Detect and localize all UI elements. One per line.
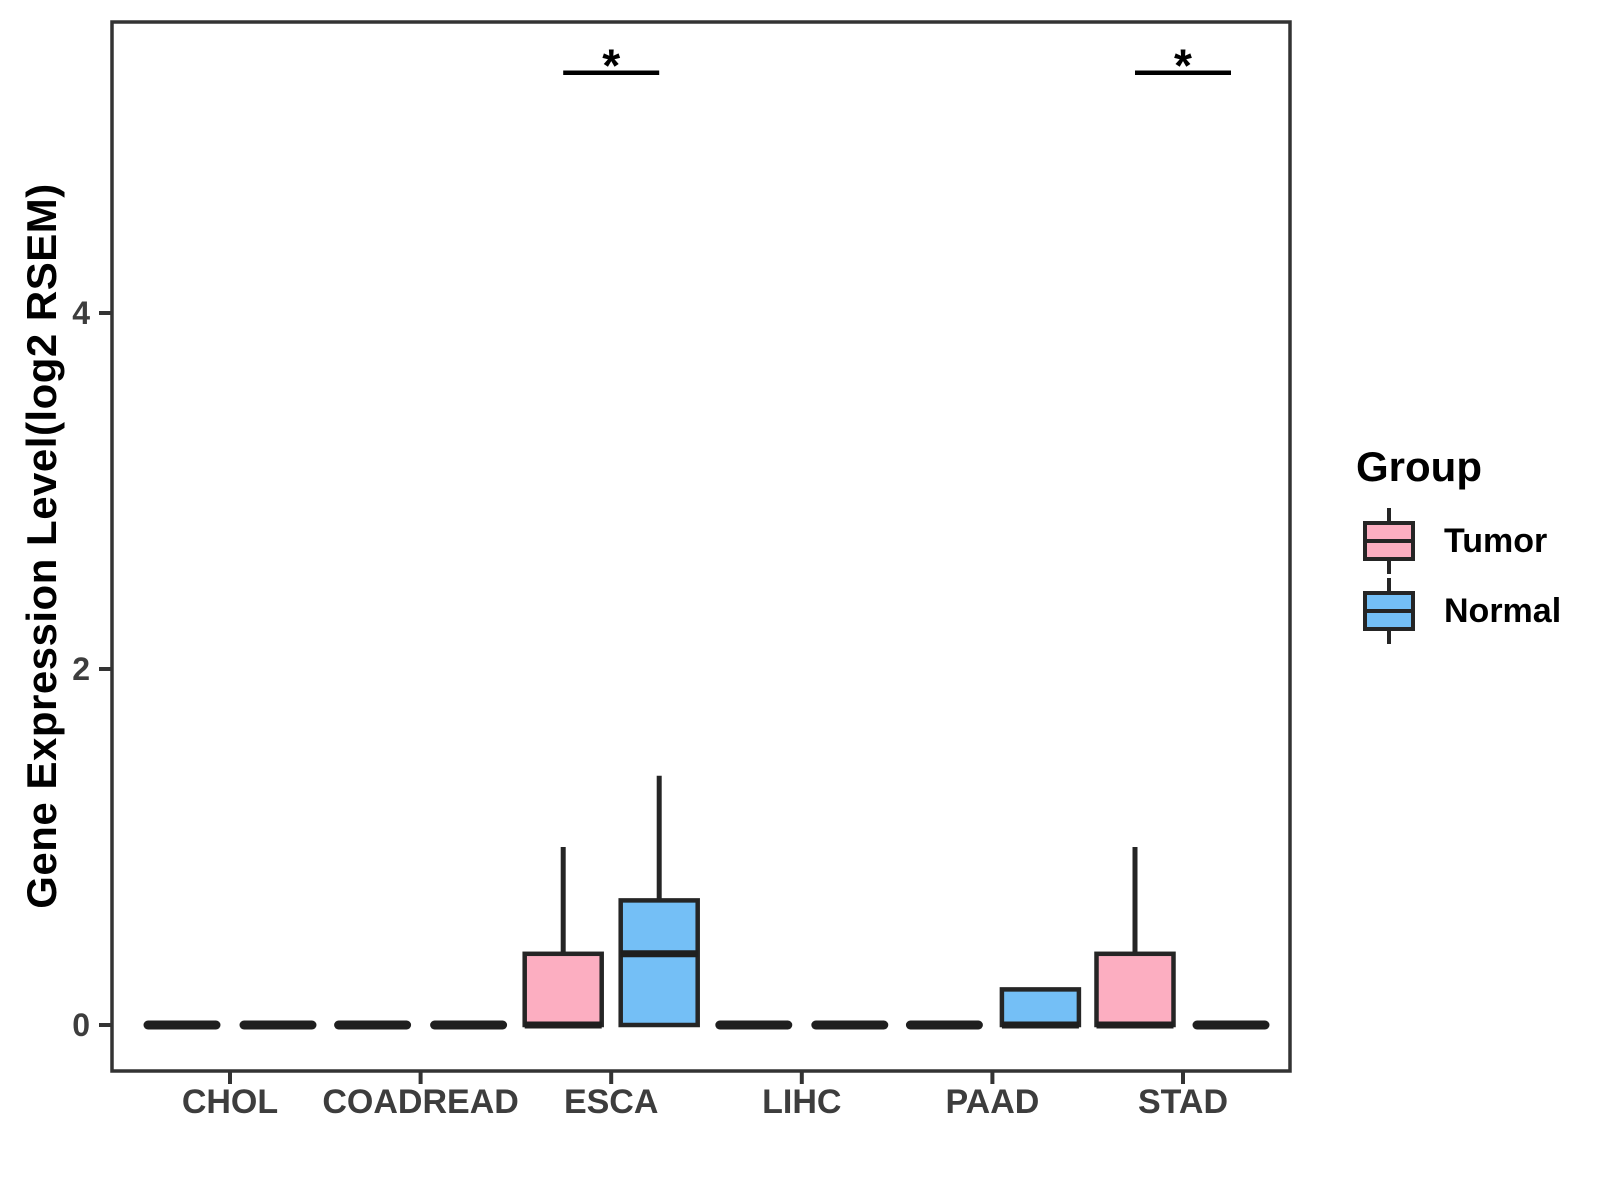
legend: Group Tumor Normal xyxy=(1354,443,1561,646)
x-tick-label-chol: CHOL xyxy=(182,1083,278,1121)
y-tick-label: 2 xyxy=(72,651,90,687)
box-coadread-tumor-flat xyxy=(334,1020,412,1030)
legend-item-normal: Normal xyxy=(1354,576,1561,646)
box-stad-normal-flat xyxy=(1192,1020,1270,1030)
significance-star-stad: * xyxy=(1174,40,1192,92)
y-tick-label: 4 xyxy=(72,295,90,331)
box-chol-normal-flat xyxy=(239,1020,317,1030)
x-tick-label-stad: STAD xyxy=(1138,1083,1228,1121)
box-paad-normal xyxy=(999,987,1082,1028)
y-tick-label: 0 xyxy=(72,1007,90,1043)
significance-star-esca: * xyxy=(602,40,620,92)
x-tick-label-lihc: LIHC xyxy=(762,1083,841,1121)
box-coadread-normal-flat xyxy=(430,1020,508,1030)
boxplot-key-normal-icon xyxy=(1363,578,1415,645)
box-esca-tumor xyxy=(522,951,604,1028)
legend-item-label-normal: Normal xyxy=(1444,591,1562,630)
box-lihc-normal-flat xyxy=(811,1020,889,1030)
box-chol-tumor-flat xyxy=(143,1020,221,1030)
legend-item-label-tumor: Tumor xyxy=(1444,521,1548,560)
legend-item-tumor: Tumor xyxy=(1354,506,1561,576)
x-tick-label-paad: PAAD xyxy=(945,1083,1039,1121)
panel-border xyxy=(110,20,1292,1073)
x-tick-label-coadread: COADREAD xyxy=(322,1083,518,1121)
box-lihc-tumor-flat xyxy=(715,1020,793,1030)
boxplot-key-tumor-icon xyxy=(1363,508,1415,575)
x-tick-label-esca: ESCA xyxy=(564,1083,658,1121)
legend-title: Group xyxy=(1356,443,1482,490)
box-esca-normal xyxy=(618,898,700,1028)
box-paad-tumor-flat xyxy=(905,1020,983,1030)
box-stad-tumor xyxy=(1094,951,1176,1028)
y-axis-title: Gene Expression Level(log2 RSEM) xyxy=(18,183,65,909)
